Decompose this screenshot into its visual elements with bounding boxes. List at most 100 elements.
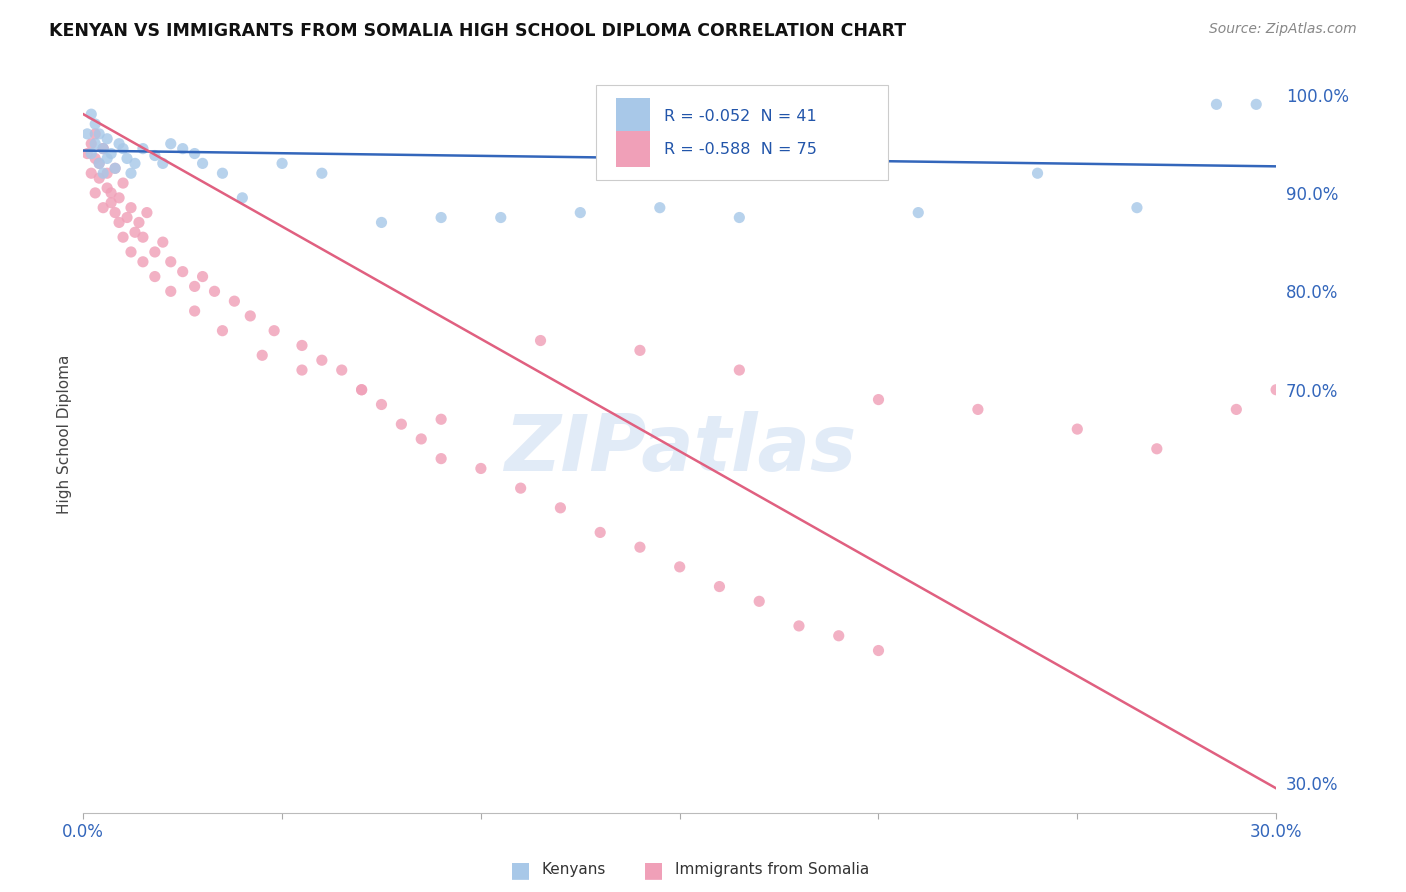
- Point: [191, 269, 214, 284]
- Point: [211, 166, 233, 180]
- Point: [291, 338, 314, 352]
- Point: [132, 255, 155, 269]
- Point: [96, 152, 118, 166]
- Text: ZIPatlas: ZIPatlas: [503, 411, 856, 487]
- Point: [489, 211, 512, 225]
- Point: [76, 146, 98, 161]
- Point: [1146, 442, 1168, 456]
- FancyBboxPatch shape: [596, 86, 889, 180]
- Point: [80, 146, 103, 161]
- Point: [589, 525, 612, 540]
- Point: [668, 560, 690, 574]
- Point: [807, 156, 830, 170]
- Point: [120, 244, 142, 259]
- Point: [648, 201, 671, 215]
- Text: ■: ■: [510, 860, 530, 880]
- Point: [96, 132, 118, 146]
- Point: [159, 136, 181, 151]
- Point: [104, 161, 127, 176]
- Point: [311, 353, 333, 368]
- Point: [84, 117, 107, 131]
- Text: R = -0.052  N = 41: R = -0.052 N = 41: [664, 109, 817, 124]
- Point: [1225, 402, 1247, 417]
- Point: [1026, 166, 1049, 180]
- Point: [628, 540, 651, 554]
- Point: [430, 211, 453, 225]
- Point: [132, 142, 155, 156]
- Point: [907, 205, 929, 219]
- Point: [868, 643, 890, 657]
- Point: [430, 412, 453, 426]
- Point: [748, 594, 770, 608]
- Point: [330, 363, 353, 377]
- Point: [112, 230, 135, 244]
- Point: [211, 324, 233, 338]
- Point: [115, 211, 138, 225]
- Point: [550, 500, 572, 515]
- Point: [1205, 97, 1227, 112]
- Point: [1244, 97, 1267, 112]
- Point: [91, 166, 114, 180]
- Point: [152, 235, 174, 249]
- Text: Source: ZipAtlas.com: Source: ZipAtlas.com: [1209, 22, 1357, 37]
- Point: [80, 166, 103, 180]
- Point: [100, 186, 122, 200]
- Point: [100, 146, 122, 161]
- Point: [370, 397, 392, 411]
- Point: [91, 142, 114, 156]
- Point: [224, 294, 246, 309]
- Point: [124, 156, 146, 170]
- Point: [108, 215, 131, 229]
- Point: [112, 142, 135, 156]
- Point: [143, 244, 166, 259]
- Point: [787, 619, 810, 633]
- Point: [143, 148, 166, 162]
- Point: [239, 309, 262, 323]
- Point: [263, 324, 285, 338]
- Point: [84, 186, 107, 200]
- Point: [89, 127, 111, 141]
- Point: [89, 156, 111, 170]
- Point: [89, 171, 111, 186]
- Point: [350, 383, 373, 397]
- Text: R = -0.588  N = 75: R = -0.588 N = 75: [664, 142, 817, 157]
- Point: [204, 285, 226, 299]
- Point: [191, 156, 214, 170]
- Point: [96, 181, 118, 195]
- Point: [104, 161, 127, 176]
- Point: [104, 205, 127, 219]
- Point: [91, 142, 114, 156]
- Point: [91, 142, 114, 156]
- Point: [1265, 383, 1288, 397]
- Point: [128, 215, 150, 229]
- Point: [509, 481, 531, 495]
- Point: [152, 156, 174, 170]
- Point: [183, 304, 205, 318]
- Point: [84, 127, 107, 141]
- Point: [120, 201, 142, 215]
- Point: [108, 191, 131, 205]
- Text: ■: ■: [644, 860, 664, 880]
- Bar: [616, 131, 650, 168]
- Point: [183, 146, 205, 161]
- Point: [1126, 201, 1149, 215]
- Point: [115, 152, 138, 166]
- Point: [112, 176, 135, 190]
- Y-axis label: High School Diploma: High School Diploma: [58, 354, 72, 514]
- Point: [529, 334, 551, 348]
- Point: [76, 127, 98, 141]
- Point: [271, 156, 294, 170]
- Point: [124, 225, 146, 239]
- Point: [1066, 422, 1088, 436]
- Point: [143, 269, 166, 284]
- Point: [96, 166, 118, 180]
- Point: [120, 166, 142, 180]
- Point: [967, 402, 990, 417]
- Point: [728, 211, 751, 225]
- Point: [389, 417, 412, 432]
- Text: Immigrants from Somalia: Immigrants from Somalia: [675, 863, 869, 877]
- Point: [470, 461, 492, 475]
- Point: [828, 629, 851, 643]
- Point: [311, 166, 333, 180]
- Point: [132, 230, 155, 244]
